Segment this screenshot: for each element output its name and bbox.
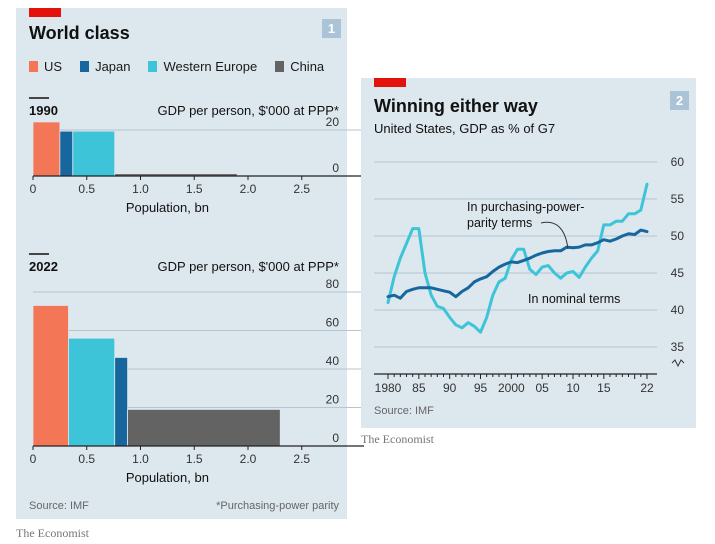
legend-item-china: China xyxy=(275,59,324,74)
chart-panel-winning-either-way: 2 Winning either way United States, GDP … xyxy=(361,78,696,428)
legend-label: China xyxy=(290,59,325,74)
y-tick-label: 0 xyxy=(332,161,339,175)
x-tick-label: 2.5 xyxy=(293,182,310,196)
x-tick-label: 10 xyxy=(566,381,580,395)
bar-chart-1990: 1990 GDP per person, $'000 at PPP* 0 20 0 0.5… xyxy=(29,97,364,215)
x-tick-label: 2.0 xyxy=(240,182,257,196)
x-tick-label: 2000 xyxy=(498,381,525,395)
annotation-nominal: In nominal terms xyxy=(528,292,620,306)
legend-label: Japan xyxy=(95,59,131,74)
chart-legend: US Japan Western Europe China xyxy=(29,59,342,74)
axis-break-marker xyxy=(671,359,685,368)
legend-swatch xyxy=(80,61,90,72)
y-tick-label: 50 xyxy=(671,229,685,243)
x-tick-label: 1980 xyxy=(375,381,402,395)
legend-item-us: US xyxy=(29,59,62,74)
y-tick-label: 60 xyxy=(326,316,340,330)
x-tick-label: 15 xyxy=(597,381,611,395)
y-tick-label: 20 xyxy=(326,393,340,407)
legend-label: Western Europe xyxy=(163,59,258,74)
x-tick-label: 1.0 xyxy=(132,452,149,466)
x-tick-label: 22 xyxy=(640,381,654,395)
x-tick-label: 2.5 xyxy=(293,452,310,466)
x-tick-label: 0 xyxy=(30,452,37,466)
bar-us xyxy=(32,305,69,447)
bar-china xyxy=(127,409,281,447)
y-tick-label: 40 xyxy=(671,303,685,317)
legend-swatch xyxy=(275,61,285,72)
y-tick-label: 40 xyxy=(326,354,340,368)
footnote: *Purchasing-power parity xyxy=(216,500,339,512)
x-tick-label: 90 xyxy=(443,381,457,395)
bar-western-europe xyxy=(72,130,116,177)
credit-economist-2: The Economist xyxy=(361,432,434,446)
annotation-ppp-line1: In purchasing-power- xyxy=(467,200,584,214)
legend-item-japan: Japan xyxy=(80,59,130,74)
red-tab xyxy=(374,78,406,87)
chart-title: World class xyxy=(29,23,130,43)
x-tick-label: 05 xyxy=(535,381,549,395)
x-tick-label: 2.0 xyxy=(240,452,257,466)
chart-year-title: 1990 xyxy=(29,103,58,118)
chart-subtitle: United States, GDP as % of G7 xyxy=(374,121,556,136)
chart-title: Winning either way xyxy=(374,96,538,116)
x-tick-label: 0.5 xyxy=(78,182,95,196)
bar-western-europe xyxy=(68,337,116,447)
y-tick-label: 60 xyxy=(671,155,685,169)
annotation-ppp-line2: parity terms xyxy=(467,216,532,230)
source-note: Source: IMF xyxy=(29,500,89,512)
bar-japan xyxy=(59,130,74,177)
chart-subtitle: GDP per person, $'000 at PPP* xyxy=(158,259,339,274)
panel-badge: 2 xyxy=(670,91,689,110)
x-tick-label: 85 xyxy=(412,381,426,395)
y-tick-label: 45 xyxy=(671,266,685,280)
legend-swatch xyxy=(148,61,158,72)
x-axis-label: Population, bn xyxy=(126,470,209,485)
annotation-leader xyxy=(540,221,569,250)
bar-japan xyxy=(114,357,128,447)
x-tick-label: 1.5 xyxy=(186,182,203,196)
series-line-ppp xyxy=(386,228,649,300)
legend-swatch xyxy=(29,61,38,72)
y-tick-label: 0 xyxy=(332,431,339,445)
red-tab xyxy=(29,8,61,17)
bar-chart-2022: 2022 GDP per person, $'000 at PPP* 0 20 40 60… xyxy=(29,253,364,485)
chart-panel-world-class: 1 World class US Japan Western Europe Ch… xyxy=(16,8,364,519)
chart-year-title: 2022 xyxy=(29,259,58,274)
x-tick-label: 1.5 xyxy=(186,452,203,466)
chart-subtitle: GDP per person, $'000 at PPP* xyxy=(158,103,339,118)
series-line-nominal xyxy=(386,182,649,334)
x-tick-label: 0 xyxy=(30,182,37,196)
y-tick-label: 55 xyxy=(671,192,685,206)
credit-economist-1: The Economist xyxy=(16,526,89,540)
y-tick-label: 80 xyxy=(326,277,340,291)
y-tick-label: 20 xyxy=(326,115,340,129)
y-tick-label: 35 xyxy=(671,340,685,354)
bar-us xyxy=(32,121,61,177)
x-tick-label: 95 xyxy=(474,381,488,395)
panel-badge: 1 xyxy=(322,19,341,38)
legend-item-western-europe: Western Europe xyxy=(148,59,257,74)
legend-label: US xyxy=(44,59,63,74)
x-tick-label: 1.0 xyxy=(132,182,149,196)
x-axis-label: Population, bn xyxy=(126,200,209,215)
x-tick-label: 0.5 xyxy=(78,452,95,466)
source-note: Source: IMF xyxy=(374,405,434,417)
line-chart-us-share-g7: 35 40 45 50 55 60 1980 85 90 95 2000 05 10 15 22 In pur… xyxy=(374,155,685,395)
